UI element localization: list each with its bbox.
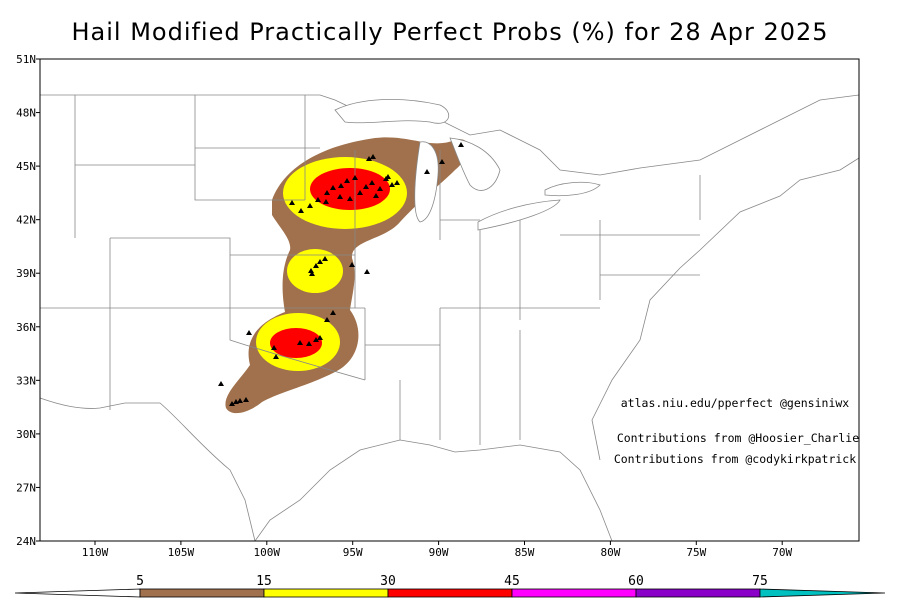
hail-report bbox=[237, 398, 243, 403]
map-area bbox=[39, 58, 860, 542]
hail-report bbox=[309, 271, 315, 276]
lat-label: 24N bbox=[16, 535, 36, 548]
lat-label: 33N bbox=[16, 374, 36, 387]
hail-report bbox=[424, 169, 430, 174]
lon-label: 100W bbox=[254, 546, 281, 559]
hail-report bbox=[229, 401, 235, 406]
colorbar-segment bbox=[511, 588, 637, 598]
prob-15 bbox=[287, 249, 343, 293]
colorbar-label: 75 bbox=[752, 574, 768, 589]
hail-report bbox=[344, 178, 350, 183]
lat-label: 36N bbox=[16, 321, 36, 334]
lat-label: 30N bbox=[16, 428, 36, 441]
lat-label: 51N bbox=[16, 53, 36, 66]
hail-report bbox=[337, 194, 343, 199]
hail-report bbox=[317, 259, 323, 264]
hail-report bbox=[233, 399, 239, 404]
colorbar-label: 5 bbox=[136, 574, 144, 589]
colorbar-segment bbox=[263, 588, 389, 598]
hail-report bbox=[352, 175, 358, 180]
credit-text: Contributions from @codykirkpatrick bbox=[614, 452, 856, 466]
hail-report bbox=[271, 345, 277, 350]
hail-report bbox=[322, 256, 328, 261]
lon-label: 95W bbox=[343, 546, 363, 559]
map-frame bbox=[39, 58, 860, 542]
hail-report bbox=[273, 354, 279, 359]
lon-label: 105W bbox=[168, 546, 195, 559]
prob-30 bbox=[270, 328, 322, 358]
lat-label: 45N bbox=[16, 160, 36, 173]
hail-report bbox=[315, 197, 321, 202]
hail-report bbox=[439, 159, 445, 164]
hail-report bbox=[363, 184, 369, 189]
credit-text: atlas.niu.edu/pperfect @gensiniwx bbox=[621, 396, 850, 410]
hail-report bbox=[324, 190, 330, 195]
prob-30 bbox=[310, 168, 390, 210]
colorbar-label: 45 bbox=[504, 574, 520, 589]
hail-report bbox=[289, 200, 295, 205]
hail-report bbox=[243, 397, 249, 402]
map-title: Hail Modified Practically Perfect Probs … bbox=[71, 18, 828, 46]
lat-label: 42N bbox=[16, 214, 36, 227]
colorbar: 5 15 30 45 60 75 bbox=[14, 574, 886, 598]
hail-report bbox=[324, 317, 330, 322]
colorbar-end bbox=[14, 588, 141, 598]
hail-report bbox=[313, 337, 319, 342]
hail-report bbox=[347, 196, 353, 201]
colorbar-segment bbox=[139, 588, 265, 598]
hail-report bbox=[373, 193, 379, 198]
lat-labels: 51N 48N 45N 42N 39N 36N 33N 30N 27N 24N bbox=[16, 53, 40, 548]
lon-label: 80W bbox=[600, 546, 620, 559]
lon-label: 110W bbox=[82, 546, 109, 559]
hail-report bbox=[298, 208, 304, 213]
hail-report bbox=[297, 340, 303, 345]
lon-label: 90W bbox=[429, 546, 449, 559]
lat-label: 48N bbox=[16, 107, 36, 120]
hail-report bbox=[246, 330, 252, 335]
hail-report bbox=[330, 310, 336, 315]
hail-report bbox=[323, 199, 329, 204]
colorbar-segment bbox=[387, 588, 513, 598]
colorbar-segment bbox=[635, 588, 761, 598]
geography bbox=[39, 94, 860, 542]
hail-reports bbox=[218, 142, 464, 406]
hail-report bbox=[317, 335, 323, 340]
hail-report bbox=[308, 268, 314, 273]
hail-report bbox=[385, 174, 391, 179]
credits: atlas.niu.edu/pperfect @gensiniwx Contrib… bbox=[614, 396, 859, 466]
lon-label: 75W bbox=[686, 546, 706, 559]
colorbar-label: 15 bbox=[256, 574, 272, 589]
lat-label: 39N bbox=[16, 267, 36, 280]
hail-report bbox=[458, 142, 464, 147]
credit-text: Contributions from @Hoosier_Charlie bbox=[617, 431, 859, 445]
hail-report bbox=[366, 156, 372, 161]
hail-report bbox=[307, 203, 313, 208]
hail-report bbox=[369, 180, 375, 185]
hail-report bbox=[349, 262, 355, 267]
hail-report bbox=[364, 269, 370, 274]
lon-label: 85W bbox=[515, 546, 535, 559]
hail-report bbox=[370, 154, 376, 159]
lon-labels: 110W 105W 100W 95W 90W 85W 80W 75W 70W bbox=[82, 541, 793, 559]
hail-report bbox=[306, 341, 312, 346]
hail-report bbox=[389, 182, 395, 187]
colorbar-end bbox=[759, 588, 886, 598]
lon-label: 70W bbox=[772, 546, 792, 559]
hail-report bbox=[338, 183, 344, 188]
colorbar-label: 60 bbox=[628, 574, 644, 589]
hail-report bbox=[377, 186, 383, 191]
hail-report bbox=[394, 180, 400, 185]
hail-report bbox=[357, 190, 363, 195]
hail-report bbox=[218, 381, 224, 386]
hail-report bbox=[313, 263, 319, 268]
lat-label: 27N bbox=[16, 481, 36, 494]
colorbar-label: 30 bbox=[380, 574, 396, 589]
hail-report bbox=[330, 185, 336, 190]
